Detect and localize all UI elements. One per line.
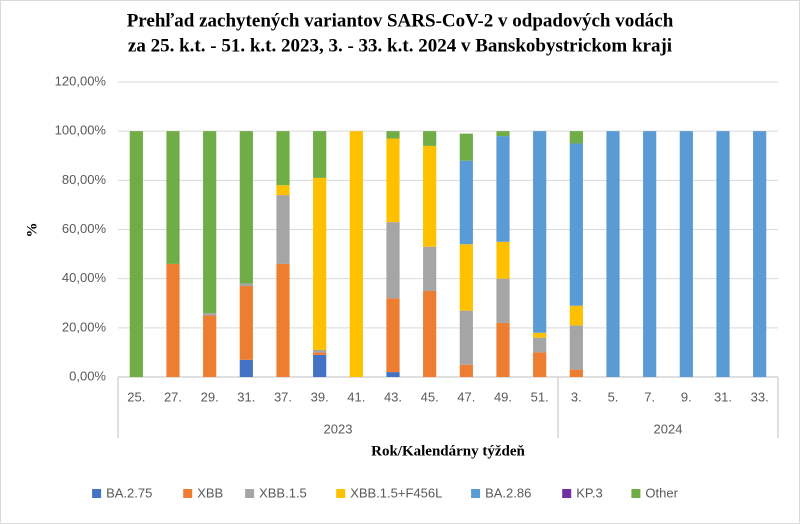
y-axis-label: % (24, 223, 40, 238)
legend-swatch (245, 489, 255, 498)
y-tick-label: 40,00% (62, 270, 107, 285)
bar-segment (496, 278, 510, 323)
x-tick-label: 39. (311, 389, 329, 404)
x-tick-label: 25. (127, 389, 145, 404)
legend-swatch (631, 489, 641, 498)
legend-label: Other (645, 485, 678, 500)
x-tick-label: 47. (457, 389, 475, 404)
bar-segment (423, 131, 437, 146)
x-axis-label: Rok/Kalendárny týždeň (371, 443, 525, 459)
x-group-label: 2024 (654, 421, 683, 436)
bar-segment (129, 131, 143, 377)
bar-segment (459, 244, 473, 311)
bar-segment (753, 131, 767, 377)
x-tick-label: 9. (681, 389, 692, 404)
legend-swatch (336, 489, 346, 498)
x-tick-label: 37. (274, 389, 292, 404)
bar-segment (533, 337, 547, 353)
bar-segment (166, 131, 180, 264)
bar-segment (569, 131, 583, 144)
legend-label: BA.2.86 (485, 485, 531, 500)
bar-segment (276, 263, 290, 377)
y-tick-label: 60,00% (62, 221, 107, 236)
bar-segment (239, 283, 253, 287)
x-tick-label: 49. (494, 389, 512, 404)
bar-segment (313, 352, 327, 355)
bar-segment (569, 325, 583, 370)
x-tick-label: 29. (201, 389, 219, 404)
x-tick-label: 41. (347, 389, 365, 404)
x-tick-label: 3. (571, 389, 582, 404)
bar-segment (496, 241, 510, 279)
bar-segment (459, 160, 473, 245)
bar-segment (459, 133, 473, 161)
bar-segment (203, 313, 217, 316)
y-tick-label: 20,00% (62, 319, 107, 334)
bar-segment (423, 145, 437, 247)
x-tick-label: 31. (714, 389, 732, 404)
bar-segment (423, 290, 437, 377)
x-tick-label: 43. (384, 389, 402, 404)
bar-segment (386, 131, 400, 139)
bar-segment (569, 305, 583, 326)
legend-swatch (183, 489, 193, 498)
legend-label: XBB (197, 485, 223, 500)
x-group-label: 2023 (324, 421, 353, 436)
bar-segment (496, 131, 510, 137)
bar-segment (533, 131, 547, 333)
bar-segment (496, 136, 510, 242)
y-tick-label: 100,00% (55, 123, 107, 138)
bar-segment (203, 315, 217, 377)
y-tick-label: 0,00% (69, 368, 106, 383)
x-tick-label: 45. (421, 389, 439, 404)
legend-label: KP.3 (576, 485, 603, 500)
bar-segment (276, 195, 290, 264)
legend-swatch (562, 489, 572, 498)
bar-segment (716, 131, 730, 377)
chart-title: Prehľad zachytených variantov SARS-CoV-2… (127, 10, 674, 31)
bar-segment (166, 263, 180, 377)
legend-label: XBB.1.5 (259, 485, 307, 500)
bar-segment (239, 131, 253, 284)
legend-swatch (471, 489, 481, 498)
bar-segment (459, 364, 473, 377)
x-tick-label: 51. (531, 389, 549, 404)
bar-segment (423, 246, 437, 291)
bar-segment (313, 354, 327, 377)
x-tick-label: 31. (237, 389, 255, 404)
bar-segment (569, 369, 583, 377)
bar-segment (679, 131, 693, 377)
bar-segment (239, 359, 253, 377)
legend-label: XBB.1.5+F456L (350, 485, 442, 500)
bar-segment (533, 352, 547, 377)
y-tick-label: 120,00% (55, 73, 107, 88)
bar-segment (313, 131, 327, 178)
legend-label: BA.2.75 (106, 485, 152, 500)
bar-segment (313, 349, 327, 353)
bar-segment (533, 332, 547, 338)
bar-segment (386, 222, 400, 299)
bar-segment (203, 131, 217, 314)
bar-segment (239, 286, 253, 360)
y-tick-label: 80,00% (62, 172, 107, 187)
bar-segment (276, 131, 290, 186)
bar-segment (496, 322, 510, 377)
legend-swatch (92, 489, 102, 498)
x-tick-label: 33. (751, 389, 769, 404)
bar-segment (569, 143, 583, 306)
x-tick-label: 7. (644, 389, 655, 404)
chart-subtitle: za 25. k.t. - 51. k.t. 2023, 3. - 33. k.… (128, 35, 672, 56)
bar-segment (459, 310, 473, 365)
bar-segment (313, 177, 327, 350)
x-tick-label: 5. (608, 389, 619, 404)
bar-segment (386, 138, 400, 223)
bar-segment (606, 131, 620, 377)
bar-segment (386, 372, 400, 377)
bar-segment (349, 131, 363, 377)
bar-segment (276, 185, 290, 196)
bar-segment (386, 298, 400, 373)
x-tick-label: 27. (164, 389, 182, 404)
bar-segment (643, 131, 657, 377)
